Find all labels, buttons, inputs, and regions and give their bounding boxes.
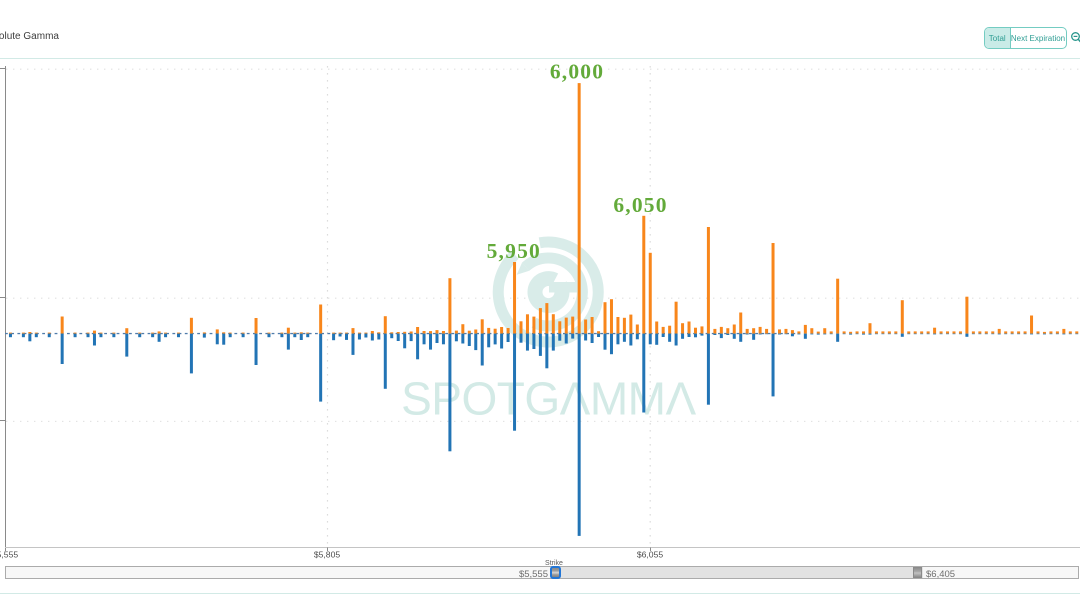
svg-text:$5,805: $5,805 [314,550,341,560]
svg-text:$6,055: $6,055 [637,550,664,560]
svg-text:$5,555: $5,555 [0,550,18,560]
svg-text:6,000: 6,000 [550,60,604,84]
svg-text:SPOTGΛMMΛ: SPOTGΛMMΛ [401,373,696,425]
svg-text:5,950: 5,950 [487,239,541,263]
svg-text:6,050: 6,050 [613,193,667,217]
